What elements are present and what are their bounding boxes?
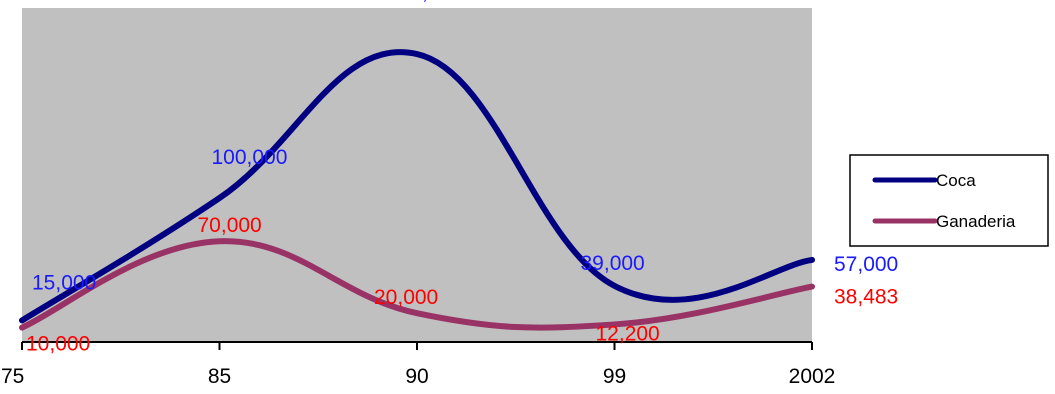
data-label-ganaderia-75: 10,000 xyxy=(26,333,90,356)
x-tick-label-75: 75 xyxy=(1,365,24,388)
data-label-coca-2002: 57,000 xyxy=(834,253,898,276)
legend-label-ganaderia: Ganaderia xyxy=(936,212,1016,231)
legend: Coca Ganaderia xyxy=(849,154,1049,247)
data-label-coca-90: 200,000 xyxy=(387,0,463,4)
data-label-ganaderia-85: 70,000 xyxy=(198,214,262,237)
data-label-ganaderia-90: 20,000 xyxy=(374,286,438,309)
x-tick-label-99: 99 xyxy=(603,365,626,388)
x-tick-label-90: 90 xyxy=(405,365,428,388)
legend-label-coca: Coca xyxy=(936,171,976,190)
series-line-coca xyxy=(19,49,815,324)
data-label-ganaderia-99: 12,200 xyxy=(596,322,660,345)
x-tick-label-2002: 2002 xyxy=(789,365,836,388)
legend-box xyxy=(849,154,1049,247)
data-label-coca-99: 39,000 xyxy=(581,252,645,275)
plot-area xyxy=(22,8,812,342)
data-label-coca-85: 100,000 xyxy=(212,146,288,169)
data-label-coca-75: 15,000 xyxy=(32,271,96,294)
x-tick-label-85: 85 xyxy=(208,365,231,388)
data-label-ganaderia-2002: 38,483 xyxy=(834,286,898,309)
series-line-ganaderia xyxy=(19,238,815,331)
